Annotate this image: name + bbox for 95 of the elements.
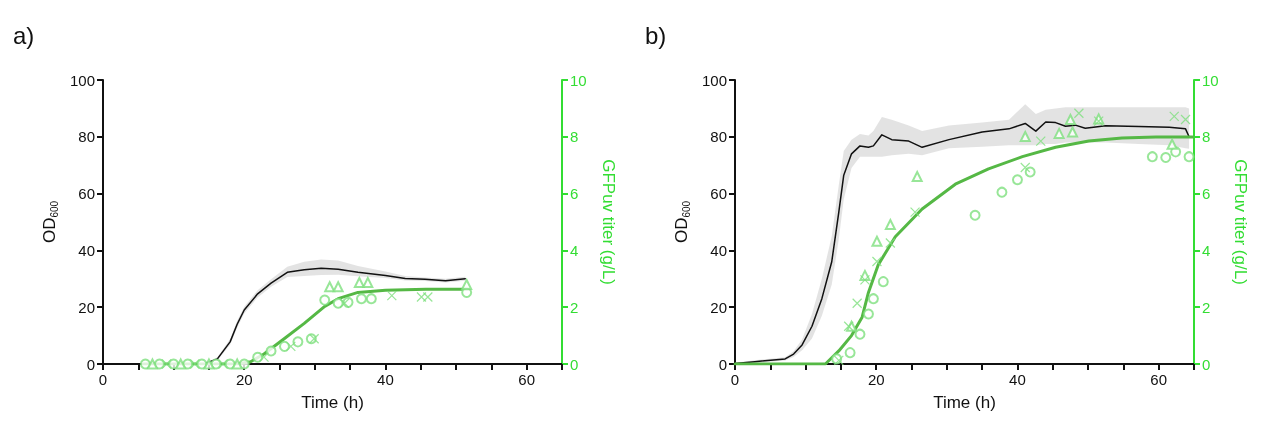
x-tick-label: 60 (518, 371, 536, 388)
x-tick-label: 60 (1150, 371, 1168, 388)
point (285, 341, 296, 352)
point (386, 290, 397, 301)
y-tick-label: 100 (69, 71, 95, 89)
y2-tick-label: 6 (1202, 185, 1211, 203)
point (332, 281, 344, 293)
point (1020, 162, 1031, 173)
point (146, 358, 158, 370)
y2-tick-label: 2 (1202, 298, 1211, 316)
point (844, 347, 856, 359)
y2-tick-label: 2 (570, 298, 579, 316)
point (885, 237, 896, 249)
x-tick-label: 0 (98, 371, 108, 388)
x-axis-title: Time (h) (933, 393, 996, 412)
point (339, 298, 350, 309)
y2-axis-title: GFPuv titer (g/L) (1231, 159, 1250, 285)
point (969, 209, 981, 221)
point (854, 328, 866, 340)
y2-tick-label: 6 (570, 185, 579, 203)
point (461, 278, 473, 290)
chart-title: b) (645, 21, 667, 49)
y2-tick-label: 8 (570, 128, 579, 146)
point (1064, 113, 1076, 125)
point (355, 293, 367, 305)
x-tick-label: 20 (867, 371, 885, 388)
point (871, 256, 883, 267)
x-tick-label: 40 (1009, 371, 1026, 388)
point (911, 171, 923, 183)
y-axis-title: OD600 (39, 200, 60, 244)
point (852, 298, 863, 309)
point (175, 358, 187, 370)
chart-title: a) (13, 21, 35, 49)
point (1169, 111, 1180, 122)
point (871, 235, 883, 247)
y2-tick-label: 4 (1202, 241, 1211, 259)
y-tick-label: 80 (78, 128, 95, 146)
point (189, 358, 200, 370)
y2-tick-label: 8 (1202, 128, 1211, 146)
point (1073, 108, 1084, 119)
x-tick-label: 40 (377, 371, 394, 388)
y-axis-title: OD600 (671, 200, 692, 244)
point (1067, 126, 1079, 138)
point (859, 274, 871, 286)
point (1160, 152, 1172, 164)
y-tick-label: 60 (78, 185, 95, 203)
point (416, 291, 427, 303)
point (877, 276, 889, 288)
y2-tick-label: 10 (1202, 71, 1219, 89)
point (1146, 151, 1158, 163)
y2-tick-label: 0 (570, 355, 579, 373)
point (909, 206, 921, 218)
point (867, 293, 879, 305)
point (1019, 131, 1031, 143)
point (353, 276, 365, 288)
y-tick-label: 20 (710, 298, 727, 316)
point (884, 219, 896, 231)
point (1024, 166, 1036, 178)
point (862, 308, 874, 320)
y-tick-label: 100 (701, 71, 727, 89)
point (362, 276, 374, 288)
point (161, 358, 172, 370)
point (292, 336, 304, 348)
point (365, 293, 377, 305)
point (231, 358, 243, 370)
point (258, 352, 270, 363)
point (843, 321, 854, 332)
y2-tick-label: 10 (570, 71, 587, 89)
point (324, 281, 336, 293)
x-tick-label: 20 (235, 371, 253, 388)
point (1180, 114, 1191, 125)
y-tick-label: 0 (86, 355, 95, 373)
point (996, 186, 1008, 198)
x-axis-title: Time (h) (301, 393, 364, 412)
point (422, 291, 433, 303)
point (203, 358, 215, 370)
x-tick-label: 0 (730, 371, 740, 388)
point (217, 358, 229, 370)
y-tick-label: 0 (718, 355, 727, 373)
point (265, 345, 277, 357)
point (1011, 174, 1023, 186)
point (319, 294, 331, 306)
y2-tick-label: 0 (1202, 355, 1211, 373)
point (1183, 151, 1195, 163)
y-tick-label: 40 (710, 241, 727, 259)
y-tick-label: 60 (710, 185, 727, 203)
point (309, 333, 320, 344)
point (1035, 135, 1046, 147)
y-tick-label: 40 (78, 241, 95, 259)
point (1166, 138, 1178, 150)
y2-tick-label: 4 (570, 241, 579, 259)
y-tick-label: 80 (710, 128, 727, 146)
y2-axis-title: GFPuv titer (g/L) (599, 159, 618, 285)
y-tick-label: 20 (78, 298, 95, 316)
point (1053, 127, 1065, 139)
